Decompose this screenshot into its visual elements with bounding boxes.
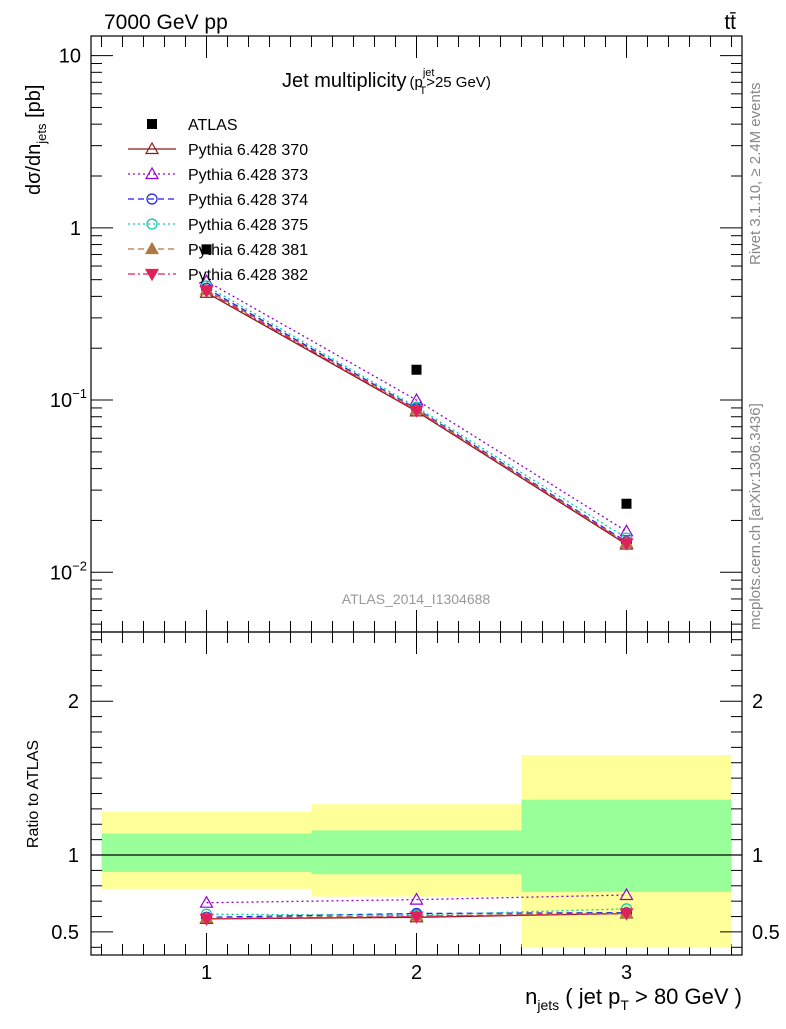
ratio-y-tick-label-right: 0.5 (752, 922, 780, 944)
ratio-data-point (409, 911, 424, 924)
legend-label: ATLAS (188, 117, 238, 134)
title-suffix-sub: T (419, 85, 426, 97)
x-tick-label: 2 (411, 962, 422, 984)
ratio-y-tick-label-left: 0.5 (51, 922, 79, 944)
y-tick-label-base: 1 (70, 218, 81, 240)
x-axis-label-n-sub: jets (536, 997, 559, 1013)
y-axis-label-base: dσ/dn (23, 144, 45, 195)
legend-marker (144, 268, 160, 282)
uncertainty-band-inner (311, 830, 522, 875)
series-line (206, 285, 627, 539)
x-tick-label: 1 (201, 962, 212, 984)
legend-marker (147, 119, 157, 129)
y-tick-label: 10−2 (50, 558, 87, 584)
title-suffix-tail: >25 GeV) (426, 74, 491, 91)
data-point (411, 364, 422, 375)
legend-label: Pythia 6.428 381 (188, 242, 308, 259)
legend-entry-pythia-6-428-373: Pythia 6.428 373 (128, 166, 308, 184)
legend: ATLAS Pythia 6.428 370 Pythia 6.428 373 Pyt… (128, 117, 308, 284)
y-axis-label-tail: [pb] (23, 85, 45, 124)
chart-title-suffix: (pjet T>25 GeV) (409, 67, 490, 97)
legend-marker (146, 218, 158, 230)
analysis-watermark: ATLAS_2014_I1304688 (342, 591, 491, 607)
series-line (206, 292, 627, 546)
y-tick-label: 10 (59, 46, 81, 68)
series-line (206, 280, 627, 532)
legend-entry-pythia-6-428-370: Pythia 6.428 370 (128, 141, 308, 159)
ratio-frame (90, 631, 743, 956)
ratio-y-tick-label-right: 1 (752, 845, 763, 867)
y-axis-label: dσ/dnjets [pb] (23, 85, 49, 195)
process-label: tt̄ (724, 11, 736, 34)
legend-label: Pythia 6.428 373 (188, 167, 308, 184)
ratio-data-point (199, 895, 214, 908)
y-tick-label: 1 (70, 218, 81, 240)
data-point (201, 244, 212, 255)
y-axis-label-sub: jets (34, 123, 49, 145)
ratio-y-tick-label-left: 1 (68, 845, 79, 867)
legend-label: Pythia 6.428 374 (188, 192, 308, 209)
energy-label: 7000 GeV pp (104, 11, 228, 34)
legend-entry-pythia-6-428-381: Pythia 6.428 381 (128, 241, 308, 259)
x-axis-label: njets ( jet pT > 80 GeV ) (525, 984, 742, 1013)
legend-label: Pythia 6.428 382 (188, 267, 308, 284)
ratio-data-point (619, 908, 634, 921)
chart-title: Jet multiplicity (pjet T>25 GeV) (282, 67, 491, 97)
ratio-series-pythia-6-428-382 (199, 908, 634, 927)
data-point (199, 285, 214, 299)
data-point (409, 405, 424, 418)
ratio-data-point (199, 913, 214, 927)
legend-entry-atlas: ATLAS (147, 117, 238, 134)
rivet-label: Rivet 3.1.10, ≥ 2.4M events (747, 83, 764, 266)
legend-marker (144, 241, 160, 255)
ratio-panel: 0.5 0.5 1 1 2 2 1 2 3 Ratio to ATLAS njets ( jet… (25, 631, 780, 1013)
title-suffix-sup: jet (422, 67, 435, 79)
legend-entry-pythia-6-428-374: Pythia 6.428 374 (128, 192, 308, 209)
y-tick-label: 10−1 (50, 386, 87, 412)
legend-entry-pythia-6-428-382: Pythia 6.428 382 (128, 267, 308, 284)
legend-marker (144, 141, 160, 155)
ratio-data-point (409, 892, 424, 905)
legend-marker (146, 193, 158, 205)
ratio-data-point (619, 887, 634, 901)
ratio-series-line (206, 894, 627, 904)
chart-title-text: Jet multiplicity (282, 70, 406, 92)
legend-label: Pythia 6.428 370 (188, 142, 308, 159)
x-axis-label-p-sub: T (620, 997, 629, 1013)
title-suffix-base: (p (409, 74, 422, 91)
y-tick-label-base: 10 (59, 46, 81, 68)
y-tick-label-exponent: −2 (72, 558, 87, 573)
x-axis-label-tail: > 80 GeV ) (629, 984, 742, 1009)
series-pythia-6-428-382 (199, 285, 634, 551)
legend-entry-pythia-6-428-375: Pythia 6.428 375 (128, 217, 308, 234)
y-tick-label-exponent: −1 (72, 386, 87, 401)
data-point (621, 498, 632, 509)
data-point (619, 524, 634, 537)
x-tick-label: 3 (621, 962, 632, 984)
x-axis-label-mid: ( jet p (559, 984, 620, 1009)
uncertainty-band-inner (521, 799, 732, 892)
ratio-plot-area: 0.5 0.5 1 1 2 2 1 2 3 (51, 632, 780, 984)
ratio-y-axis-label: Ratio to ATLAS (25, 740, 42, 848)
x-axis-label-n: n (525, 984, 537, 1009)
legend-label: Pythia 6.428 375 (188, 217, 308, 234)
ratio-series-pythia-6-428-373 (199, 887, 634, 908)
ratio-y-tick-label-right: 2 (752, 691, 763, 713)
ratio-y-tick-label-left: 2 (68, 691, 79, 713)
y-tick-label-base: 10 (50, 390, 72, 412)
data-point (619, 538, 634, 551)
series-atlas (201, 244, 632, 509)
uncertainty-band-inner (101, 833, 312, 872)
series-pythia-6-428-370 (199, 285, 634, 550)
mcplots-label: mcplots.cern.ch [arXiv:1306.3436] (747, 403, 764, 630)
legend-marker (144, 166, 160, 180)
y-tick-label-base: 10 (50, 562, 72, 584)
